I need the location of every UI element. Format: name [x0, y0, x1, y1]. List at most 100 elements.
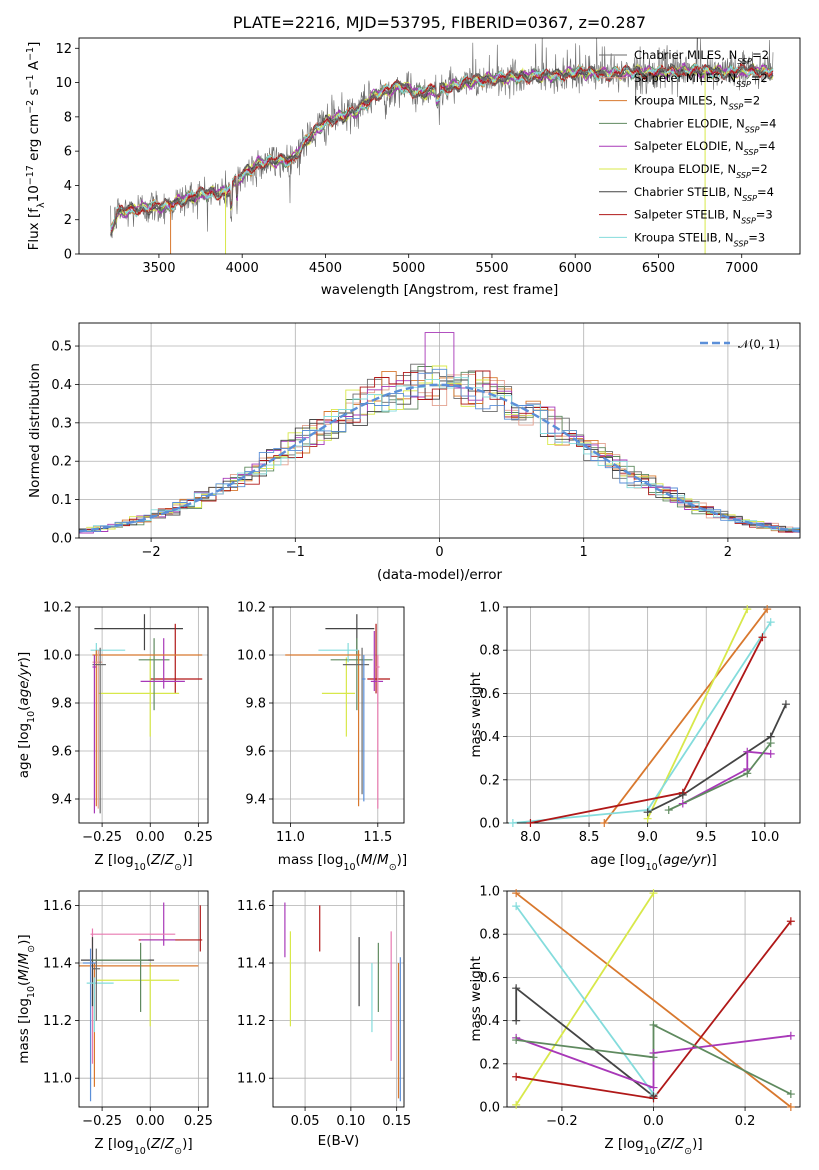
- y-tick-label: 0: [64, 248, 72, 263]
- x-tick-label: 1: [580, 545, 588, 560]
- weight-series-line: [682, 750, 771, 805]
- y-tick-label: 4: [64, 179, 72, 194]
- legend-subscript: SSP: [744, 148, 759, 157]
- axes: 11.0 11.5 9.4 9.6 9.8 10.0 10.2: [237, 601, 405, 845]
- x-axis-label: Z [log10(Z/Z⊙)]: [94, 1136, 192, 1157]
- residuals-panel: −2 −1 0 1 2 0.0 0.1 0.2 0.3 0.4 0.5 𝒩(0, 1) (data-mo…: [27, 322, 801, 583]
- y-tick-label: 11.6: [237, 899, 266, 914]
- y-tick-label: 0.0: [479, 817, 500, 832]
- x-axis-label: mass [log10(M/M⊙)]: [278, 852, 407, 873]
- label-part: age/yr: [16, 661, 32, 706]
- label-part: 10: [644, 1146, 656, 1157]
- label-part: )]: [182, 1136, 193, 1152]
- legend-n-prefix: , N: [720, 71, 736, 85]
- label-part: ⊙: [174, 1146, 182, 1157]
- weight-point-marker: [526, 819, 535, 827]
- y-tick-label: 11.6: [43, 899, 72, 914]
- weight-point-marker: [600, 819, 609, 827]
- label-part: (: [16, 706, 32, 711]
- legend-n-prefix: , N: [720, 162, 736, 176]
- x-tick-label: 9.5: [696, 830, 717, 845]
- label-part: Z: [150, 852, 161, 868]
- x-tick-label: 6000: [559, 261, 592, 276]
- legend: 𝒩(0, 1): [700, 337, 780, 351]
- plot-area: [285, 614, 391, 809]
- weight-point-marker: [766, 618, 775, 627]
- weight-point-marker: [786, 1103, 795, 1111]
- label-part: /: [16, 964, 32, 969]
- weight-point-marker: [786, 1031, 795, 1040]
- weight-series-line: [530, 636, 764, 823]
- legend-n-prefix: , N: [729, 116, 745, 130]
- axes: 8.0 8.5 9.0 9.5 10.0 0.0 0.2 0.4 0.6 0.8 1.0: [479, 601, 801, 845]
- label-part: −17: [25, 165, 36, 185]
- mass-vs-extinction-panel: 0.05 0.10 0.15 11.0 11.2 11.4 11.6 E(B-V): [237, 890, 411, 1149]
- legend-label: Salpeter MILES, NSSP=2: [634, 71, 768, 89]
- legend-n-value: =4: [758, 139, 775, 153]
- weight-series-line: [516, 1023, 792, 1095]
- y-tick-label: 0.1: [51, 493, 72, 508]
- weight-point-marker: [743, 605, 752, 614]
- y-tick-label: 9.6: [51, 745, 72, 760]
- weight-series-line: [515, 905, 655, 1095]
- label-part: age/yr: [663, 852, 708, 868]
- legend-series-name: Salpeter STELIB: [634, 208, 725, 222]
- x-tick-label: −0.25: [82, 1114, 122, 1129]
- label-part: 10: [26, 986, 37, 998]
- x-tick-label: 0.0: [643, 1114, 664, 1129]
- legend-subscript: SSP: [741, 216, 756, 225]
- age-vs-mass-panel: 11.0 11.59.49.69.810.010.2 mass [log10(M/M…: [237, 601, 407, 873]
- y-axis-label: mass weight: [468, 672, 484, 757]
- legend-subscript: SSP: [736, 171, 751, 180]
- legend-series-name: Kroupa ELODIE: [634, 162, 720, 176]
- axes-frame: [272, 606, 405, 824]
- label-part: age [log: [590, 852, 645, 868]
- weight-point-marker: [786, 1090, 795, 1099]
- legend-n-value: =2: [752, 48, 769, 62]
- label-part: Z: [150, 1136, 161, 1152]
- legend-subscript: SSP: [736, 79, 751, 88]
- legend-n-value: =3: [748, 230, 765, 244]
- axes: 0.05 0.10 0.15 11.0 11.2 11.4 11.6: [237, 890, 411, 1129]
- axes: −0.25 0.00 0.25 11.0 11.2 11.4 11.6: [43, 890, 213, 1129]
- label-part: Z: [164, 1136, 175, 1152]
- y-tick-label: 0.6: [479, 687, 500, 702]
- y-axis-label: age [log10(age/yr)]: [16, 652, 37, 778]
- weight-point-marker: [649, 1020, 658, 1029]
- legend-n-value: =2: [751, 162, 768, 176]
- y-tick-label: 1.0: [479, 601, 500, 616]
- weight-point-marker: [678, 790, 687, 799]
- grid-lines: [273, 606, 404, 823]
- legend-series-name: Kroupa STELIB: [634, 230, 718, 244]
- normal-curve: [79, 383, 800, 533]
- x-tick-label: −1: [286, 545, 305, 560]
- y-tick-label: 10.2: [237, 601, 266, 616]
- x-tick-label: 8.5: [579, 830, 600, 845]
- legend-label: Kroupa MILES, NSSP=2: [634, 94, 760, 112]
- label-part: M: [361, 852, 373, 868]
- plot-area: [284, 902, 401, 1102]
- y-tick-label: 0.4: [479, 1014, 500, 1029]
- y-tick-label: 10: [55, 76, 72, 91]
- y-tick-label: 10.2: [43, 601, 72, 616]
- legend-n-prefix: , N: [725, 208, 741, 222]
- weight-point-marker: [743, 769, 752, 778]
- legend-subscript: SSP: [742, 193, 757, 202]
- x-tick-label: 7000: [725, 261, 758, 276]
- y-tick-label: 9.8: [51, 697, 72, 712]
- weight-point-marker: [649, 889, 658, 898]
- label-part: λ: [36, 202, 47, 208]
- x-tick-label: 0.25: [184, 830, 213, 845]
- legend-series-name: Salpeter MILES: [634, 71, 720, 85]
- y-tick-label: 9.6: [245, 745, 266, 760]
- y-tick-label: 0.2: [479, 773, 500, 788]
- y-tick-label: 0.8: [479, 644, 500, 659]
- y-axis-label: Normed distribution: [27, 363, 43, 498]
- y-tick-label: 9.4: [51, 793, 72, 808]
- axes-frame: [506, 606, 801, 824]
- grid-lines: [273, 891, 404, 1107]
- chart-title: PLATE=2216, MJD=53795, FIBERID=0367, z=0…: [233, 13, 646, 32]
- legend-series-name: Chabrier STELIB: [634, 185, 726, 199]
- y-tick-label: 11.4: [237, 957, 266, 972]
- label-part: ⊙: [174, 862, 182, 873]
